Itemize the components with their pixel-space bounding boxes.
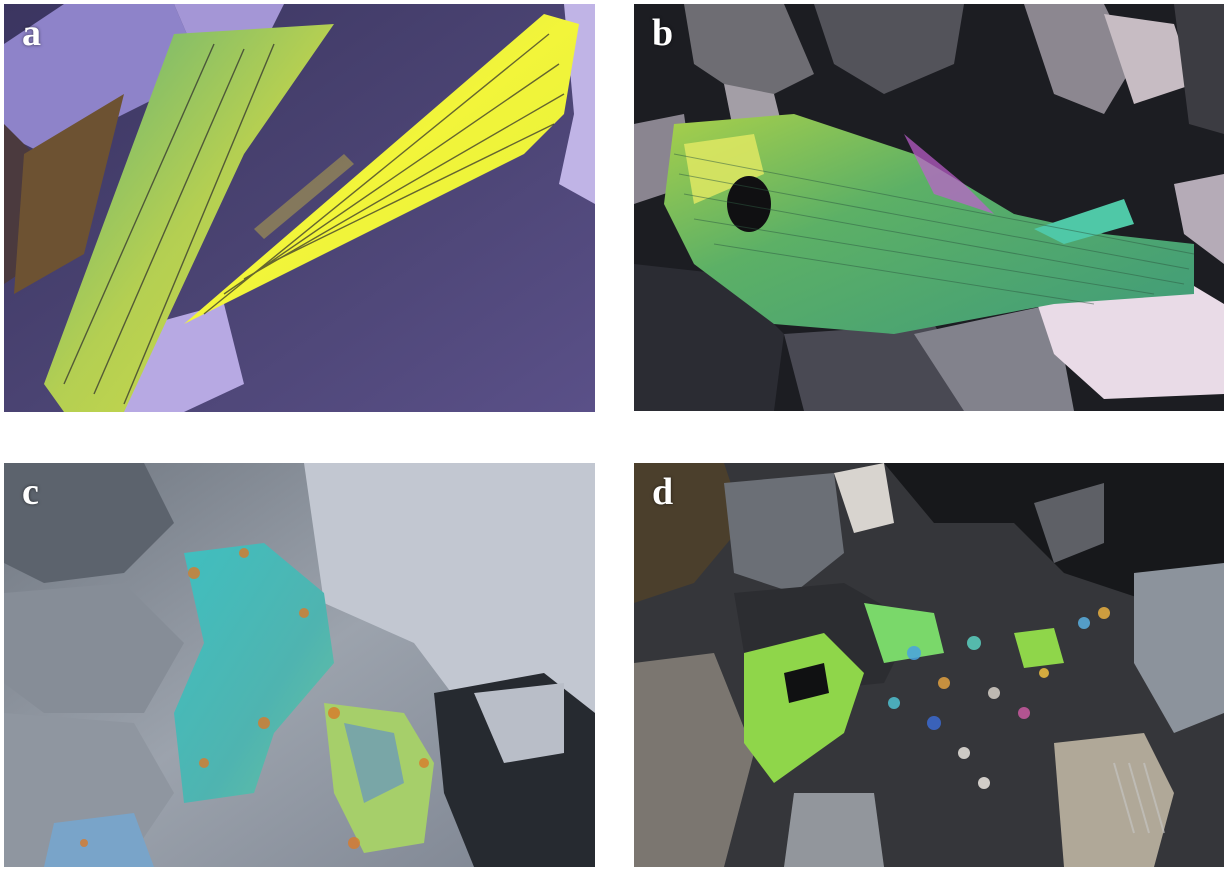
micrograph-c-image [4,463,595,867]
micrograph-panel-a: a [4,4,595,412]
panel-label-d: d [652,471,674,513]
micrograph-panel-b: b [634,4,1224,411]
micrograph-panel-c: c [4,463,595,867]
panel-label-b: b [652,12,674,54]
micrograph-b-image [634,4,1224,411]
micrograph-a-image [4,4,595,412]
micrograph-panel-d: d [634,463,1224,867]
micrograph-d-image [634,463,1224,867]
panel-label-a: a [22,12,41,54]
panel-label-c: c [22,471,39,513]
